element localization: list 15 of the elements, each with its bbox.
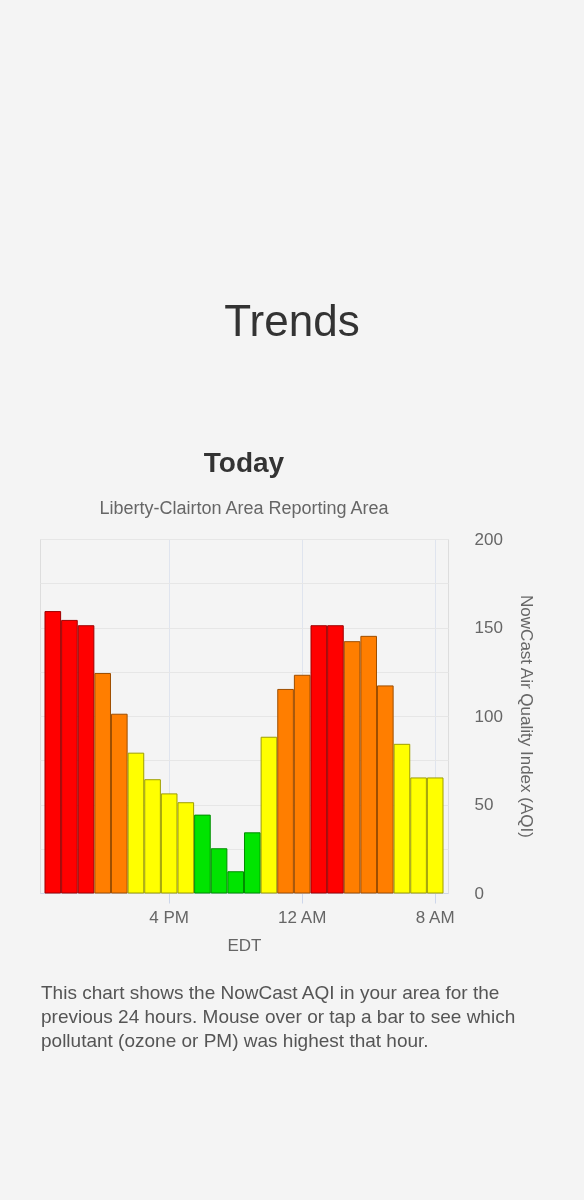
y-tick-label: 200: [474, 529, 503, 549]
x-tick-label: 4 PM: [149, 907, 190, 927]
chart-subtitle: Liberty-Clairton Area Reporting Area: [99, 498, 390, 518]
x-tick-label: 12 AM: [278, 907, 327, 927]
text: Trends: [224, 296, 360, 345]
x-tick-label: 8 AM: [415, 907, 455, 927]
y-tick-label: 150: [474, 618, 503, 637]
y-tick-label: 100: [474, 706, 503, 726]
y-tick-label: 50: [474, 795, 494, 814]
text: This chart shows the NowCast AQI in your area for the previous 24 hours. Mouse over or tap a bar to see which pollutant (ozone or PM) was highest that hour.: [41, 982, 516, 1051]
chart-title: Today: [203, 447, 285, 478]
y-axis-title: NowCast Air Quality Index (AQI): [516, 595, 536, 838]
x-axis-title: EDT: [227, 935, 262, 955]
y-tick-label: 0: [474, 883, 484, 903]
bar: [260, 736, 278, 894]
